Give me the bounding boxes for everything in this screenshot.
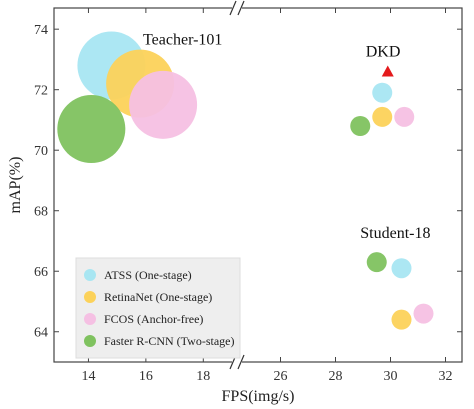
x-tick-label: 26: [274, 369, 288, 384]
y-tick-label: 70: [34, 144, 48, 159]
y-tick-label: 68: [34, 205, 48, 220]
bubble-1-2: [391, 309, 412, 330]
axis-break-mark: [229, 0, 237, 16]
bubble-2-1: [394, 106, 415, 127]
plot-frame: [53, 7, 463, 363]
x-tick-label: 16: [139, 369, 153, 384]
x-tick-label: 14: [81, 369, 95, 384]
legend-entry: FCOS (Anchor-free): [104, 312, 203, 326]
legend-swatch: [84, 335, 96, 347]
axes: 64 66 68 70 72 74 14 16 18 26 28 30 32 FPS(img/s) mAP(…: [7, 0, 463, 405]
x-axis-label: FPS(img/s): [222, 388, 295, 405]
y-tick-label: 66: [34, 265, 48, 280]
x-tick-label: 18: [196, 369, 210, 384]
bubble-0-2: [391, 258, 412, 279]
legend: ATSS (One-stage) RetinaNet (One-stage) FCO…: [75, 257, 241, 359]
annotation-label: Student-18: [360, 225, 430, 242]
bubble-2-2: [413, 303, 434, 324]
axis-break-mark: [237, 354, 245, 370]
axis-break-mark: [237, 0, 245, 16]
y-axis-label: mAP(%): [7, 157, 24, 214]
x-tick-label: 28: [329, 369, 343, 384]
bubble-3-1: [350, 116, 371, 136]
y-tick-label: 64: [34, 326, 48, 341]
legend-entry: RetinaNet (One-stage): [104, 290, 212, 304]
bubble-3-2: [366, 252, 387, 273]
x-tick-label: 30: [384, 369, 398, 384]
legend-box: [75, 257, 241, 359]
bubble-0-1: [372, 82, 393, 103]
bubble-1-1: [372, 106, 393, 127]
x-tick-label: 32: [439, 369, 453, 384]
axis-break-mask-bottom: [232, 355, 242, 369]
annotation-label: DKD: [366, 43, 401, 60]
annotations: Teacher-101 DKD Student-18: [143, 31, 430, 242]
annotation-label: Teacher-101: [143, 31, 222, 48]
legend-entry: Faster R-CNN (Two-stage): [104, 334, 234, 348]
legend-swatch: [84, 269, 96, 281]
legend-swatch: [84, 313, 96, 325]
legend-entry: ATSS (One-stage): [104, 268, 192, 282]
dkd-marker-triangle: [381, 65, 394, 77]
legend-swatch: [84, 291, 96, 303]
y-tick-label: 72: [34, 84, 48, 99]
y-tick-label: 74: [34, 23, 48, 38]
bubbles: [57, 31, 434, 330]
bubble-3-0: [57, 95, 126, 164]
bubble-2-0: [129, 70, 198, 139]
axis-break-mask-top: [232, 1, 242, 15]
